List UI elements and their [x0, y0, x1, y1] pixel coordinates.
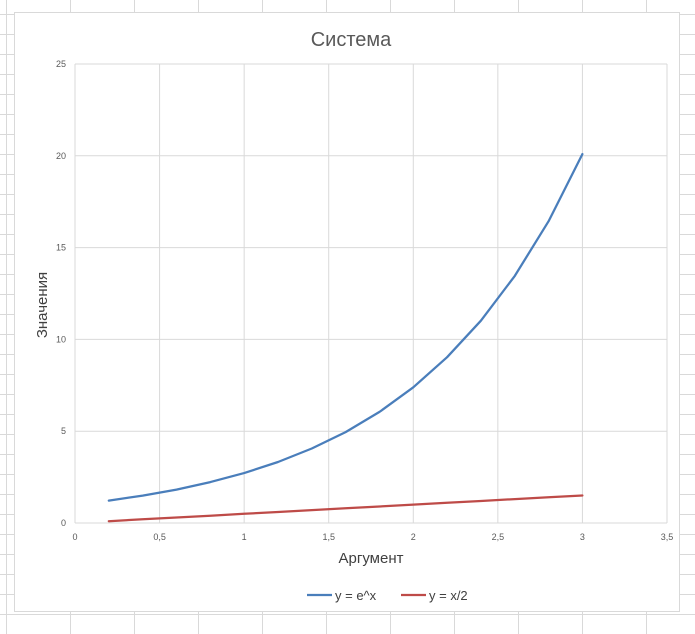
chart-title: Система: [311, 29, 392, 51]
x-axis-title: Аргумент: [339, 550, 404, 567]
series-layer: [107, 152, 584, 523]
y-tick-label: 0: [61, 518, 66, 528]
y-tick-label: 5: [61, 426, 66, 436]
x-tick-label: 1: [242, 532, 247, 542]
y-tick-label: 10: [56, 334, 66, 344]
legend: y = e^x y = x/2: [307, 588, 468, 603]
x-tick-label: 2: [411, 532, 416, 542]
series-line-1: [107, 152, 584, 502]
chart-area[interactable]: Система 0 0,5 1 1,5 2 2,5 3 3,5 0 5 10 15 20 25 Аргум…: [14, 12, 680, 612]
x-tick-label: 3,5: [661, 532, 674, 542]
x-tick-label: 1,5: [322, 532, 335, 542]
tick-layer: 0 0,5 1 1,5 2 2,5 3 3,5 0 5 10 15 20 25: [56, 59, 673, 542]
y-tick-label: 15: [56, 243, 66, 253]
x-tick-label: 0: [72, 532, 77, 542]
x-tick-label: 3: [580, 532, 585, 542]
legend-label: y = x/2: [429, 588, 468, 603]
x-tick-label: 0,5: [153, 532, 166, 542]
legend-label: y = e^x: [335, 588, 377, 603]
y-tick-label: 20: [56, 151, 66, 161]
y-tick-label: 25: [56, 59, 66, 69]
x-tick-label: 2,5: [492, 532, 505, 542]
grid-layer: [74, 63, 668, 524]
series-line-2: [107, 494, 584, 523]
chart-svg: Система 0 0,5 1 1,5 2 2,5 3 3,5 0 5 10 15 20 25 Аргум…: [34, 29, 673, 603]
y-axis-title: Значения: [34, 272, 51, 338]
